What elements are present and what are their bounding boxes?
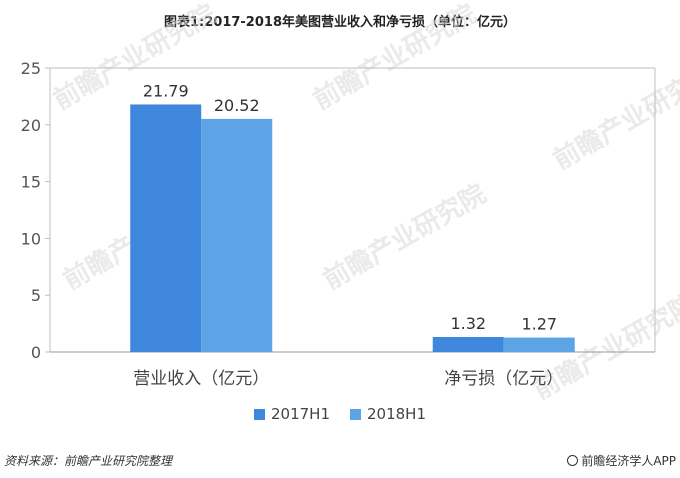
legend-label: 2018H1 [367, 405, 426, 423]
y-tick-label: 15 [21, 173, 41, 192]
bars [130, 104, 575, 353]
legend-label: 2017H1 [271, 405, 330, 423]
watermark-text: 前瞻产业研究院 [318, 178, 491, 296]
source-note: 资料来源：前瞻产业研究院整理 [4, 454, 173, 468]
y-tick-label: 5 [31, 286, 41, 305]
bar [503, 337, 575, 352]
watermark-text: 前瞻产业研究院 [308, 0, 481, 116]
data-label: 21.79 [143, 81, 189, 100]
y-tick-label: 25 [21, 59, 41, 78]
data-label: 1.27 [521, 315, 557, 334]
legend-item: 2018H1 [350, 405, 426, 423]
brand-text: 前瞻经济学人APP [581, 454, 676, 468]
brand-credit: 前瞻经济学人APP [567, 452, 676, 469]
data-label: 1.32 [450, 314, 486, 333]
chart-title: 图表1:2017-2018年美图营业收入和净亏损（单位：亿元） [163, 15, 516, 30]
legend: 2017H1 2018H1 [0, 405, 680, 423]
y-tick-label: 0 [31, 343, 41, 362]
data-label: 20.52 [214, 96, 260, 115]
watermark-text: 前瞻产业研究院 [48, 0, 221, 116]
y-tick-label: 20 [21, 116, 41, 135]
x-category-label: 净亏损（亿元） [444, 369, 563, 389]
bar [201, 118, 273, 353]
legend-item: 2017H1 [254, 405, 330, 423]
bar [432, 337, 504, 352]
watermark-text: 前瞻产业研究院 [548, 58, 680, 176]
y-tick-label: 10 [21, 229, 41, 248]
bar [130, 104, 202, 352]
legend-swatch [350, 408, 361, 420]
labels: 21.79 20.52 营业收入（亿元） 1.32 1.27 净亏损（亿元） [133, 81, 563, 389]
legend-swatch [254, 408, 265, 420]
brand-logo-icon [567, 455, 579, 466]
bar-chart: 前瞻产业研究院前瞻产业研究院前瞻产业研究院前瞻产业研究院前瞻产业研究院前瞻产业研… [21, 0, 680, 400]
x-category-label: 营业收入（亿元） [133, 369, 269, 389]
